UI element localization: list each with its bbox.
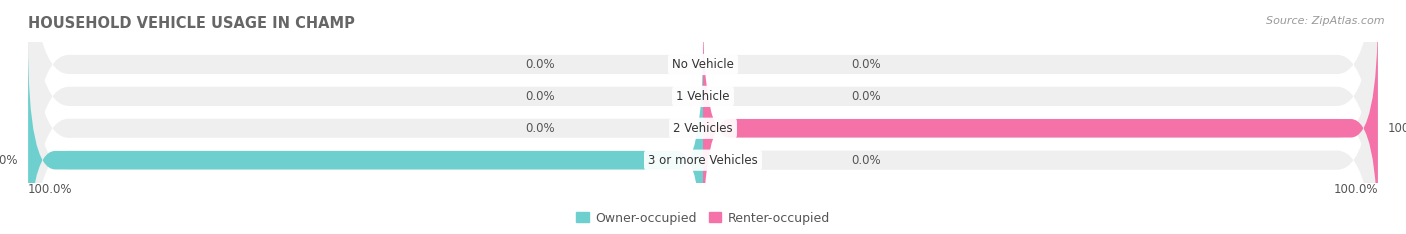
Text: No Vehicle: No Vehicle (672, 58, 734, 71)
Text: 100.0%: 100.0% (0, 154, 18, 167)
FancyBboxPatch shape (28, 0, 1378, 234)
FancyBboxPatch shape (28, 0, 1378, 234)
Text: Source: ZipAtlas.com: Source: ZipAtlas.com (1267, 16, 1385, 26)
Text: 0.0%: 0.0% (524, 90, 554, 103)
Text: HOUSEHOLD VEHICLE USAGE IN CHAMP: HOUSEHOLD VEHICLE USAGE IN CHAMP (28, 16, 354, 31)
Text: 100.0%: 100.0% (1333, 183, 1378, 196)
Text: 0.0%: 0.0% (524, 58, 554, 71)
Text: 3 or more Vehicles: 3 or more Vehicles (648, 154, 758, 167)
Text: 0.0%: 0.0% (852, 154, 882, 167)
FancyBboxPatch shape (28, 0, 1378, 234)
Text: 0.0%: 0.0% (524, 122, 554, 135)
Text: 0.0%: 0.0% (852, 58, 882, 71)
Text: 100.0%: 100.0% (1388, 122, 1406, 135)
Text: 1 Vehicle: 1 Vehicle (676, 90, 730, 103)
FancyBboxPatch shape (703, 10, 1378, 234)
FancyBboxPatch shape (28, 0, 1378, 234)
Text: 100.0%: 100.0% (28, 183, 73, 196)
Text: 2 Vehicles: 2 Vehicles (673, 122, 733, 135)
Text: 0.0%: 0.0% (852, 90, 882, 103)
Legend: Owner-occupied, Renter-occupied: Owner-occupied, Renter-occupied (571, 207, 835, 230)
FancyBboxPatch shape (28, 42, 703, 234)
